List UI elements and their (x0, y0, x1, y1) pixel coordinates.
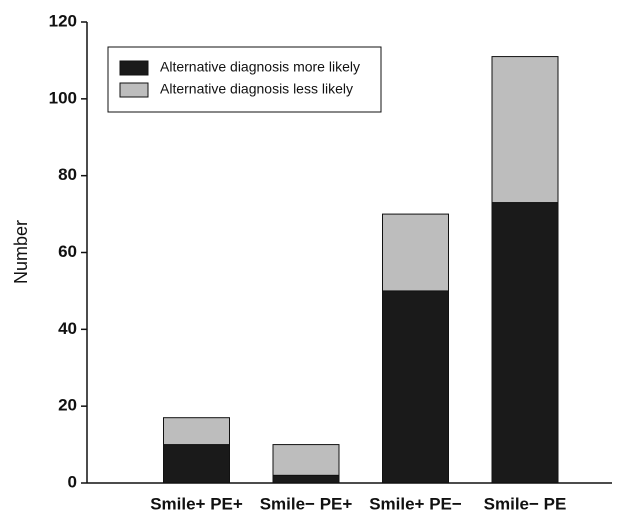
y-tick-label: 100 (49, 88, 77, 107)
bar-segment (491, 56, 559, 204)
y-tick-label: 40 (58, 319, 77, 338)
y-tick-label: 20 (58, 396, 77, 415)
x-tick-label: Smile+ PE− (369, 494, 462, 513)
x-tick-label: Smile− PE+ (260, 494, 353, 513)
x-tick-label: Smile− PE (484, 494, 567, 513)
y-tick-label: 120 (49, 11, 77, 30)
bar-segment (163, 444, 230, 484)
y-axis-label: Number (11, 220, 31, 284)
bar-segment (491, 202, 559, 484)
bar-segment (163, 417, 230, 446)
y-tick-label: 0 (68, 472, 77, 491)
x-tick-label: Smile+ PE+ (150, 494, 243, 513)
bar-segment (272, 474, 340, 484)
bar-segment (382, 290, 449, 484)
legend-swatch (119, 60, 149, 76)
legend-label: Alternative diagnosis more likely (160, 59, 360, 75)
legend-swatch (119, 82, 149, 98)
y-tick-label: 80 (58, 165, 77, 184)
y-tick-label: 60 (58, 242, 77, 261)
legend-box (107, 46, 382, 113)
legend-label: Alternative diagnosis less likely (160, 81, 353, 97)
bar-segment (272, 444, 340, 476)
bar-segment (382, 213, 449, 292)
